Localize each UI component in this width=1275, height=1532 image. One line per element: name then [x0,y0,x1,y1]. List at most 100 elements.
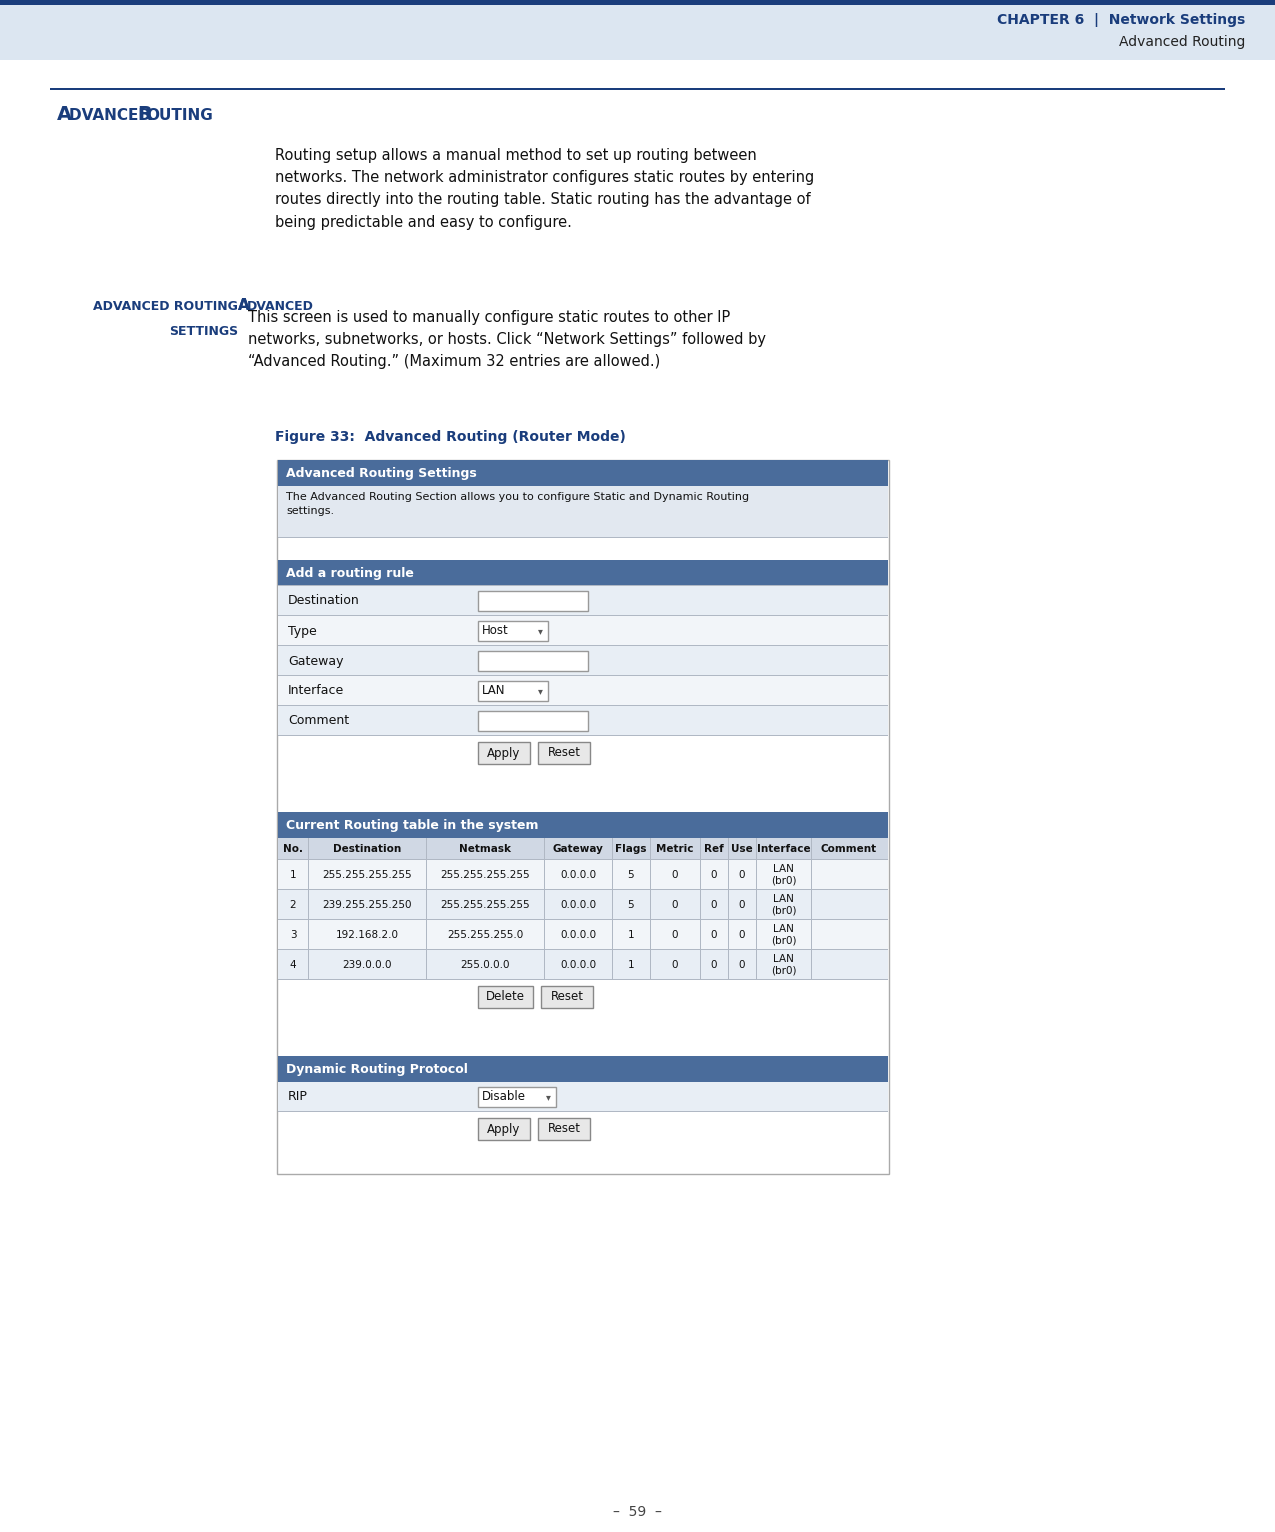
Bar [538,1118,590,1140]
Bar [0,0,1275,5]
Bar [278,676,887,706]
Text: 4: 4 [289,961,296,970]
Text: 0: 0 [672,930,678,941]
Bar [478,1088,556,1108]
Text: 255.255.255.255: 255.255.255.255 [323,870,412,879]
Text: Comment: Comment [820,844,877,853]
Text: Metric: Metric [657,844,694,853]
Text: Ref: Ref [704,844,724,853]
Bar [541,987,593,1008]
Bar [278,486,887,538]
Text: ▾: ▾ [538,686,542,696]
Text: 5: 5 [627,870,635,879]
Bar [478,987,533,1008]
Bar [478,1118,530,1140]
Text: 255.0.0.0: 255.0.0.0 [460,961,510,970]
Text: 0: 0 [672,899,678,910]
Bar [278,859,887,890]
Text: LAN
(br0): LAN (br0) [771,895,797,916]
Text: ADVANCED ROUTING: ADVANCED ROUTING [93,300,238,313]
Text: Dynamic Routing Protocol: Dynamic Routing Protocol [286,1063,468,1075]
Text: 0: 0 [710,961,718,970]
Text: Advanced Routing: Advanced Routing [1118,35,1244,49]
Text: 0: 0 [738,961,746,970]
Text: RIP: RIP [288,1091,307,1103]
Text: 2: 2 [289,899,296,910]
Bar [278,950,887,980]
Bar [478,741,530,764]
Text: 5: 5 [627,899,635,910]
Text: 0.0.0.0: 0.0.0.0 [560,899,595,910]
Text: Type: Type [288,625,316,637]
Text: Reset: Reset [547,746,580,760]
Text: 255.255.255.255: 255.255.255.255 [440,899,530,910]
Text: 0.0.0.0: 0.0.0.0 [560,870,595,879]
Text: 255.255.255.0: 255.255.255.0 [446,930,523,941]
Text: This screen is used to manually configure static routes to other IP
networks, su: This screen is used to manually configur… [249,309,766,369]
Text: A: A [238,299,250,313]
Text: LAN
(br0): LAN (br0) [771,864,797,885]
Text: A: A [57,106,73,124]
Text: 3: 3 [289,930,296,941]
Bar [478,591,588,611]
Text: DVANCED: DVANCED [247,300,314,313]
Bar [278,1082,887,1112]
Bar [278,921,887,950]
Text: Host: Host [482,625,509,637]
Text: 255.255.255.255: 255.255.255.255 [440,870,530,879]
Text: Gateway: Gateway [288,654,343,668]
Bar [278,647,887,676]
Text: SETTINGS: SETTINGS [168,325,238,339]
Text: Figure 33:  Advanced Routing (Router Mode): Figure 33: Advanced Routing (Router Mode… [275,430,626,444]
Bar [538,741,590,764]
Text: 0: 0 [738,930,746,941]
Text: Destination: Destination [288,594,360,608]
Bar [278,838,887,859]
Text: 0.0.0.0: 0.0.0.0 [560,961,595,970]
Text: Advanced Routing Settings: Advanced Routing Settings [286,467,477,480]
Text: Flags: Flags [616,844,646,853]
Text: 192.168.2.0: 192.168.2.0 [335,930,399,941]
Bar [278,1056,887,1082]
Text: OUTING: OUTING [147,107,213,123]
Text: No.: No. [283,844,303,853]
Text: 239.0.0.0: 239.0.0.0 [342,961,391,970]
Text: ▾: ▾ [538,627,542,636]
Text: 0: 0 [672,870,678,879]
Text: Reset: Reset [547,1123,580,1135]
Text: Gateway: Gateway [552,844,603,853]
Bar [50,87,1225,90]
Text: DVANCED: DVANCED [69,107,157,123]
Text: Apply: Apply [487,1123,520,1135]
Bar [278,561,887,587]
Text: 0: 0 [710,930,718,941]
Text: 1: 1 [627,961,635,970]
Text: Interface: Interface [288,685,344,697]
Text: Comment: Comment [288,714,349,728]
Text: LAN
(br0): LAN (br0) [771,924,797,945]
Bar [278,587,887,616]
Text: 1: 1 [627,930,635,941]
Text: Disable: Disable [482,1091,527,1103]
Text: Add a routing rule: Add a routing rule [286,567,414,579]
Text: Reset: Reset [551,991,584,1003]
Text: 0: 0 [738,899,746,910]
Text: The Advanced Routing Section allows you to configure Static and Dynamic Routing
: The Advanced Routing Section allows you … [286,492,750,516]
Bar [478,682,548,702]
Bar [478,620,548,640]
Text: 0.0.0.0: 0.0.0.0 [560,930,595,941]
Text: CHAPTER 6  |  Network Settings: CHAPTER 6 | Network Settings [997,12,1244,28]
Text: Use: Use [731,844,752,853]
Text: Destination: Destination [333,844,402,853]
Bar [277,460,889,1174]
Text: A: A [238,299,250,313]
Text: 239.255.255.250: 239.255.255.250 [323,899,412,910]
Text: 1: 1 [289,870,296,879]
Bar [0,0,1275,60]
Bar [278,460,887,486]
Bar [278,812,887,838]
Text: 0: 0 [710,899,718,910]
Text: Netmask: Netmask [459,844,511,853]
Text: R: R [136,106,152,124]
Text: –  59  –: – 59 – [612,1504,662,1520]
